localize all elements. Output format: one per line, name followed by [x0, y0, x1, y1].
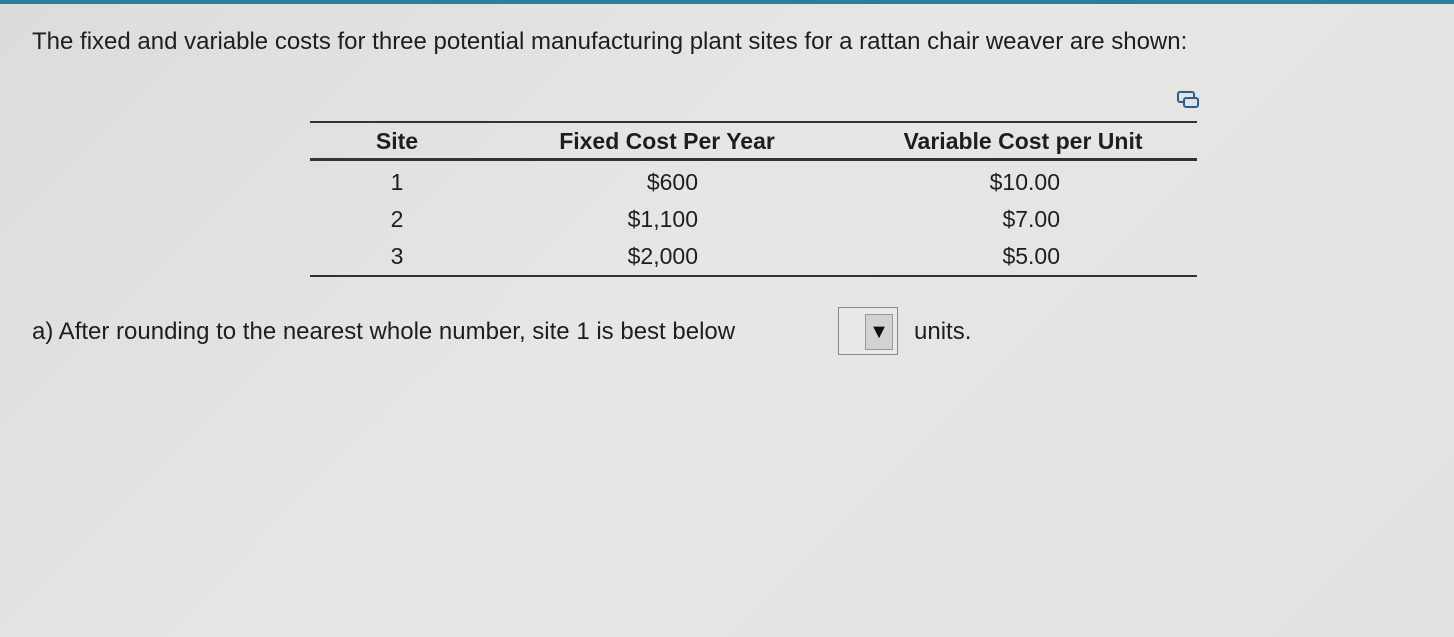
- dropdown-button[interactable]: ▼: [865, 314, 893, 350]
- table-cell: $7.00: [1002, 206, 1060, 232]
- table-cell: $2,000: [627, 243, 698, 269]
- table-cell: 3: [390, 243, 404, 269]
- top-bar: [0, 0, 1454, 4]
- question-suffix: units.: [914, 318, 972, 345]
- table-cell: $10.00: [989, 169, 1060, 195]
- table-bottom-rule: [310, 275, 1197, 277]
- expand-icon[interactable]: [1176, 90, 1200, 110]
- table-cell: 2: [390, 206, 404, 232]
- table-top-rule: [310, 121, 1197, 123]
- table-header: Fixed Cost Per Year: [559, 128, 775, 154]
- table-cell: $5.00: [1002, 243, 1060, 269]
- table-cell: $600: [646, 169, 698, 195]
- answer-dropdown[interactable]: ▼: [838, 307, 898, 355]
- table-cell: 1: [390, 169, 404, 195]
- question-text: a) After rounding to the nearest whole n…: [32, 318, 736, 345]
- table-header-rule: [310, 158, 1197, 161]
- intro-text: The fixed and variable costs for three p…: [32, 28, 1188, 55]
- table-header: Variable Cost per Unit: [903, 128, 1143, 154]
- table-header: Site: [375, 128, 419, 154]
- table-cell: $1,100: [627, 206, 698, 232]
